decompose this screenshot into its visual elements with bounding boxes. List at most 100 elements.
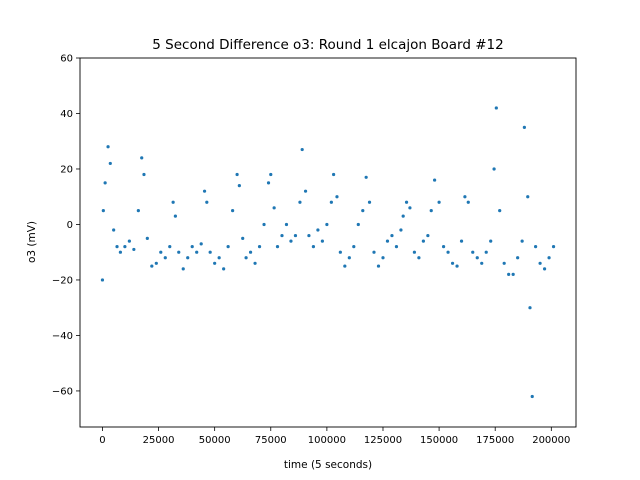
data-point [399, 228, 403, 232]
data-point [303, 189, 308, 193]
data-point [145, 236, 149, 240]
data-point [450, 261, 455, 265]
data-point [235, 172, 239, 177]
data-point [181, 267, 185, 271]
data-point [222, 267, 226, 271]
x-tick-label: 25000 [143, 435, 175, 446]
data-point [307, 233, 311, 238]
y-tick-label: −40 [52, 331, 73, 342]
data-point [202, 189, 207, 193]
data-point [455, 264, 459, 268]
data-point [376, 264, 381, 268]
x-tick-label: 125000 [364, 435, 402, 446]
data-point [171, 200, 175, 204]
data-point [280, 233, 284, 238]
data-point [367, 200, 372, 204]
data-point [446, 250, 450, 254]
chart-title: 5 Second Difference o3: Round 1 elcajon … [152, 37, 503, 53]
data-point [190, 245, 194, 249]
data-point [140, 156, 144, 160]
data-point [343, 264, 347, 268]
data-point [208, 250, 212, 254]
data-point [269, 172, 273, 177]
data-point [463, 195, 467, 199]
data-point [195, 250, 199, 254]
data-point [401, 214, 405, 218]
data-point [394, 245, 399, 249]
data-point [459, 239, 464, 243]
x-tick-label: 100000 [308, 435, 346, 446]
y-tick-label: −20 [52, 275, 73, 286]
data-point [426, 233, 430, 238]
data-point [484, 250, 488, 254]
data-point [253, 261, 257, 265]
data-point [115, 245, 119, 249]
data-point [492, 167, 496, 171]
data-point [226, 245, 230, 249]
data-point [177, 250, 181, 254]
data-point [168, 245, 172, 249]
data-point [118, 250, 122, 254]
data-point [100, 278, 105, 282]
data-point [412, 250, 417, 254]
data-point [520, 239, 524, 243]
data-point [372, 250, 376, 254]
data-point [528, 306, 532, 310]
data-point [498, 208, 502, 213]
x-tick-label: 200000 [532, 435, 570, 446]
data-point [142, 172, 146, 177]
x-tick-label: 50000 [199, 435, 231, 446]
scatter-points [100, 106, 556, 399]
data-point [347, 256, 351, 260]
data-point [106, 145, 110, 149]
data-point [385, 239, 390, 243]
data-point [551, 245, 556, 249]
data-point [511, 272, 515, 277]
data-point [538, 261, 542, 265]
data-point [231, 208, 235, 213]
data-point [101, 208, 105, 213]
data-point [364, 175, 368, 179]
data-point [186, 256, 190, 260]
data-point [266, 181, 271, 185]
data-point [132, 247, 136, 252]
x-tick-label: 150000 [420, 435, 458, 446]
data-point [516, 256, 520, 260]
data-point [127, 239, 131, 243]
x-tick-label: 175000 [476, 435, 514, 446]
data-point [417, 256, 421, 260]
data-point [272, 206, 276, 210]
data-point [205, 200, 209, 204]
data-point [173, 214, 177, 218]
data-point [494, 106, 498, 110]
data-point [404, 200, 409, 204]
data-point [352, 245, 356, 249]
data-point [329, 200, 333, 204]
data-point [159, 250, 163, 254]
x-tick-label: 0 [99, 435, 105, 446]
data-point [108, 161, 112, 166]
data-point [298, 200, 302, 204]
data-point [275, 245, 280, 249]
data-point [338, 250, 342, 254]
y-tick-label: 60 [60, 54, 73, 65]
data-point [241, 236, 245, 240]
data-point [437, 200, 441, 204]
data-point [507, 272, 511, 277]
data-point [471, 250, 475, 254]
data-point [257, 245, 262, 249]
data-point [332, 172, 336, 177]
data-point [408, 206, 412, 210]
y-tick-label: −60 [52, 386, 73, 397]
data-point [103, 181, 107, 185]
data-point [547, 256, 551, 260]
data-point [112, 228, 116, 232]
y-tick-label: 20 [60, 164, 73, 175]
y-tick-label: 40 [60, 109, 73, 120]
data-point [441, 245, 446, 249]
data-point [361, 208, 365, 213]
data-point [542, 267, 547, 271]
y-tick-label: 0 [67, 220, 73, 231]
data-point [534, 245, 538, 249]
